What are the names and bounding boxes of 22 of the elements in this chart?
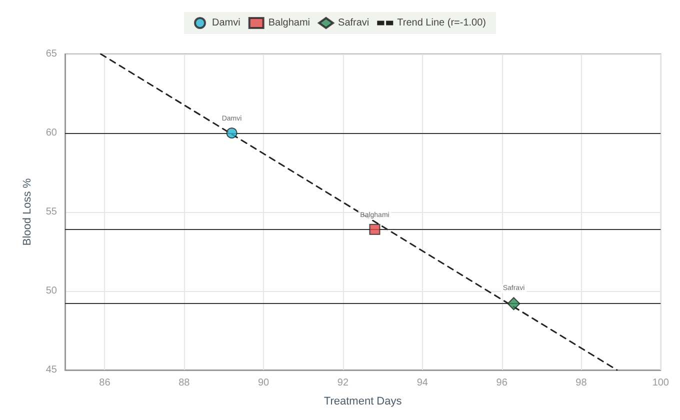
- y-tick-label: 45: [46, 364, 58, 376]
- legend-label: Balghami: [268, 18, 310, 28]
- legend-label: Safravi: [338, 18, 370, 28]
- point: [226, 128, 238, 138]
- legend-label: Damvi: [212, 18, 240, 28]
- x-axis-title: Treatment Days: [324, 396, 402, 408]
- y-tick-label: 55: [46, 206, 58, 218]
- y-tick-label: 65: [46, 48, 58, 60]
- x-tick-label: 92: [337, 378, 349, 388]
- x-tick-label: 86: [99, 378, 111, 388]
- legend-label: Trend Line (r=-1.00): [397, 18, 486, 28]
- x-tick-label: 94: [416, 378, 428, 388]
- y-tick-label: 60: [46, 128, 58, 138]
- y-tick-label: 50: [46, 286, 58, 296]
- x-tick-label: 98: [576, 378, 588, 388]
- x-tick-label: 96: [496, 378, 508, 388]
- y-axis-title: Blood Loss %: [22, 178, 34, 246]
- point: [369, 224, 380, 235]
- point: [507, 297, 520, 310]
- x-tick-label: 88: [178, 378, 190, 388]
- x-tick-label: 100: [652, 378, 670, 388]
- x-tick-label: 90: [258, 378, 270, 388]
